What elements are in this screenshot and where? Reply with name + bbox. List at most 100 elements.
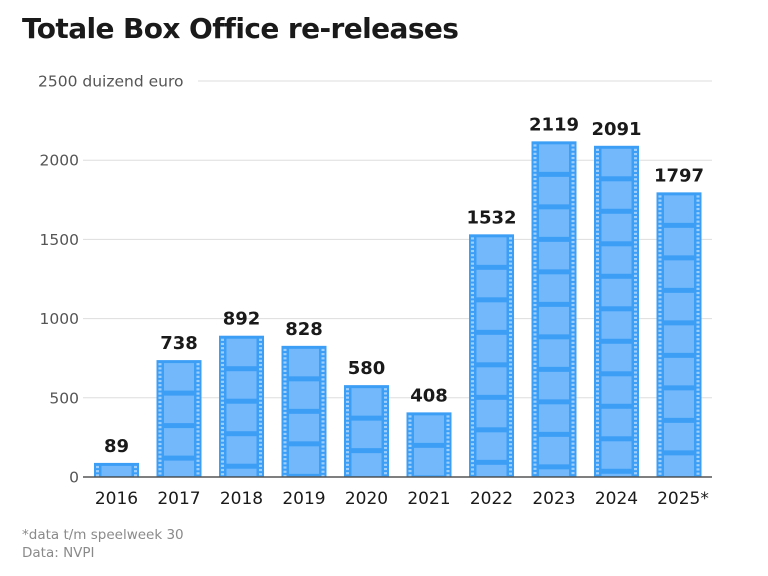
film-frame xyxy=(601,343,632,372)
sprocket-hole xyxy=(596,459,599,462)
sprocket-hole xyxy=(634,291,637,294)
sprocket-hole xyxy=(658,207,662,211)
sprocket-hole xyxy=(384,400,387,403)
sprocket-hole xyxy=(533,303,537,307)
film-frame xyxy=(664,422,694,451)
sprocket-hole xyxy=(196,438,200,441)
sprocket-hole xyxy=(446,453,450,456)
sprocket-hole xyxy=(533,400,537,403)
sprocket-hole xyxy=(533,274,537,277)
sprocket-hole xyxy=(259,372,262,375)
sprocket-hole xyxy=(696,338,700,341)
sprocket-hole xyxy=(321,462,325,465)
sprocket-hole xyxy=(283,369,287,373)
sprocket-hole xyxy=(634,262,637,265)
sprocket-hole xyxy=(533,207,537,210)
sprocket-hole xyxy=(696,233,700,236)
sprocket-hole xyxy=(196,421,200,425)
sprocket-hole xyxy=(321,382,325,385)
sprocket-hole xyxy=(259,342,262,346)
sprocket-hole xyxy=(596,161,599,164)
sprocket-hole xyxy=(509,266,512,269)
sprocket-hole xyxy=(384,455,387,458)
sprocket-hole xyxy=(658,426,662,429)
sprocket-hole xyxy=(696,262,700,265)
sprocket-hole xyxy=(509,312,512,316)
sprocket-hole xyxy=(321,474,325,478)
sprocket-hole xyxy=(471,317,474,320)
sprocket-hole xyxy=(571,312,575,315)
sprocket-hole xyxy=(509,338,512,341)
sprocket-hole xyxy=(471,468,474,471)
sprocket-hole xyxy=(509,438,512,442)
sprocket-hole xyxy=(321,453,325,457)
sprocket-hole xyxy=(283,453,287,457)
sprocket-hole xyxy=(471,338,474,341)
sprocket-hole xyxy=(259,431,262,434)
sprocket-hole xyxy=(696,195,700,198)
sprocket-hole xyxy=(509,291,512,295)
x-tick-label: 2016 xyxy=(95,489,138,509)
sprocket-hole xyxy=(533,459,537,462)
sprocket-hole xyxy=(696,426,700,429)
sprocket-hole xyxy=(658,430,662,433)
sprocket-hole xyxy=(634,207,637,210)
sprocket-hole xyxy=(696,443,700,446)
sprocket-hole xyxy=(509,300,512,303)
sprocket-hole xyxy=(696,220,700,223)
sprocket-hole xyxy=(384,421,387,424)
sprocket-hole xyxy=(658,468,662,471)
film-frame xyxy=(601,408,632,437)
film-frame xyxy=(601,148,632,177)
bar xyxy=(531,141,577,477)
sprocket-hole xyxy=(696,321,700,324)
film-frame xyxy=(226,436,257,464)
sprocket-hole xyxy=(384,425,387,429)
sprocket-hole xyxy=(283,365,287,368)
sprocket-hole xyxy=(259,384,262,388)
sprocket-hole xyxy=(509,380,512,383)
sprocket-hole xyxy=(596,354,599,357)
sprocket-hole xyxy=(596,215,599,219)
sprocket-hole xyxy=(696,464,700,467)
sprocket-hole xyxy=(696,384,700,387)
sprocket-hole xyxy=(658,354,662,358)
sprocket-hole xyxy=(533,455,537,458)
sprocket-hole xyxy=(321,369,325,373)
sprocket-hole xyxy=(346,463,349,466)
sprocket-hole xyxy=(196,396,200,399)
sprocket-hole xyxy=(658,245,662,248)
sprocket-hole xyxy=(696,405,700,408)
sprocket-hole xyxy=(221,464,224,467)
sprocket-hole xyxy=(658,371,662,374)
sprocket-hole xyxy=(634,157,637,160)
sprocket-hole xyxy=(471,451,474,454)
sprocket-hole xyxy=(533,299,537,302)
sprocket-hole xyxy=(221,468,224,472)
sprocket-hole xyxy=(158,459,162,462)
sprocket-hole xyxy=(321,407,325,410)
sprocket-hole xyxy=(571,144,575,147)
film-frame xyxy=(664,260,694,288)
data-label: 408 xyxy=(410,385,448,406)
sprocket-hole xyxy=(346,467,349,471)
sprocket-hole xyxy=(283,382,287,385)
sprocket-hole xyxy=(158,442,162,446)
sprocket-hole xyxy=(596,199,599,202)
film-frame xyxy=(539,404,569,432)
sprocket-hole xyxy=(446,436,450,439)
sprocket-hole xyxy=(658,291,662,295)
sprocket-hole xyxy=(346,425,349,429)
film-frame xyxy=(539,339,569,367)
sprocket-hole xyxy=(158,434,162,437)
sprocket-hole xyxy=(471,279,474,282)
x-tick-label: 2025* xyxy=(657,489,709,509)
sprocket-hole xyxy=(196,463,200,467)
sprocket-hole xyxy=(196,409,200,412)
sprocket-hole xyxy=(596,304,599,307)
sprocket-hole xyxy=(658,321,662,324)
sprocket-hole xyxy=(533,387,537,391)
sprocket-hole xyxy=(658,342,662,345)
sprocket-hole xyxy=(134,470,137,473)
